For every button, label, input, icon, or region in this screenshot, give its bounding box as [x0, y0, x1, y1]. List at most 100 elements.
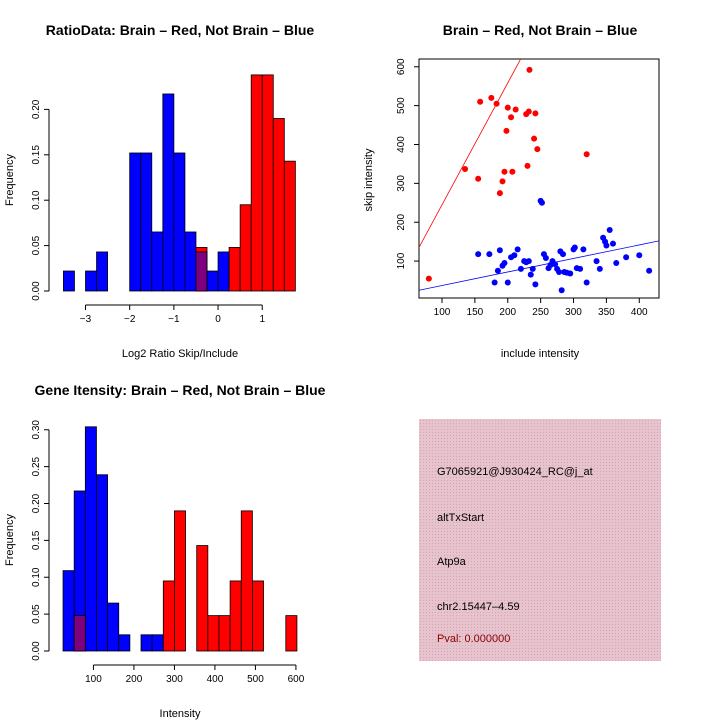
hist-bar-red — [261, 74, 274, 292]
y-tick-label: 200 — [396, 213, 407, 230]
scatter-point-red — [534, 146, 541, 153]
info-pval: Pval: 0.000000 — [437, 633, 510, 645]
scatter-point-blue — [525, 258, 532, 265]
x-tick-label: 600 — [288, 674, 305, 685]
hist-bar-blue — [162, 93, 175, 292]
scatter-panel: Brain – Red, Not Brain – Blue include in… — [363, 22, 660, 360]
x-tick-label: 400 — [631, 307, 648, 318]
fit-line-blue — [419, 240, 659, 291]
hist-bar-red — [229, 580, 242, 652]
hist-bar-blue — [129, 152, 142, 292]
hist-bar-blue — [151, 634, 164, 652]
scatter-point-blue — [567, 270, 574, 277]
scatter-title: Brain – Red, Not Brain – Blue — [443, 22, 638, 38]
hist-bar-red — [239, 204, 252, 292]
scatter-point-red — [512, 106, 519, 113]
scatter-point-blue — [514, 246, 521, 253]
hist-bar-red — [162, 580, 175, 652]
hist-bar-blue — [206, 270, 219, 292]
x-tick-label: −2 — [124, 314, 136, 325]
hist-bar-overlap — [195, 251, 208, 292]
scatter-point-blue — [603, 242, 610, 249]
info-location: chr2.15447–4.59 — [437, 601, 520, 613]
intensity-histogram-xlabel: Intensity — [160, 708, 201, 720]
scatter-plot-frame — [418, 58, 660, 299]
scatter-point-red — [493, 100, 500, 107]
hist-bar-blue — [184, 231, 197, 292]
hist-bar-overlap — [73, 615, 86, 652]
y-tick-label: 0.20 — [31, 99, 42, 119]
info-probe-id: G7065921@J930424_RC@j_at — [437, 466, 593, 478]
scatter-point-blue — [504, 279, 511, 286]
hist-bar-blue — [84, 426, 97, 652]
hist-bar-blue — [217, 251, 230, 292]
scatter-point-red — [475, 175, 482, 182]
scatter-point-blue — [636, 252, 643, 259]
y-tick-label: 0.10 — [31, 567, 42, 587]
hist-bar-blue — [151, 231, 164, 292]
scatter-point-red — [509, 168, 516, 175]
fit-line-red — [419, 59, 522, 248]
y-tick-label: 0.20 — [31, 493, 42, 513]
x-tick-label: 1 — [259, 314, 265, 325]
scatter-point-blue — [623, 254, 630, 261]
scatter-point-blue — [646, 267, 653, 274]
y-tick-label: 0.25 — [31, 456, 42, 476]
y-tick-label: 100 — [396, 252, 407, 269]
x-tick-label: 200 — [126, 674, 143, 685]
scatter-points — [425, 66, 653, 294]
hist-bar-red — [218, 615, 231, 652]
scatter-point-blue — [538, 199, 545, 206]
scatter-point-red — [425, 275, 432, 282]
scatter-point-blue — [556, 268, 563, 275]
scatter-point-red — [526, 66, 533, 73]
hist-bar-blue — [85, 270, 97, 292]
scatter-point-red — [583, 151, 590, 158]
scatter-point-blue — [501, 260, 508, 267]
scatter-point-red — [501, 168, 508, 175]
scatter-point-red — [531, 135, 538, 142]
x-tick-label: 350 — [598, 307, 615, 318]
scatter-point-blue — [552, 261, 559, 268]
x-tick-label: −1 — [168, 314, 180, 325]
scatter-point-blue — [606, 226, 613, 233]
scatter-point-red — [503, 127, 510, 134]
y-tick-label: 300 — [396, 175, 407, 192]
ratio-histogram-axes: −3 −2 −1 0 1 0.00 0.05 0.10 0.15 0.20 — [31, 99, 265, 325]
scatter-point-blue — [486, 251, 493, 258]
scatter-point-red — [525, 108, 532, 115]
hist-bar-red — [283, 160, 296, 292]
scatter-point-blue — [475, 251, 482, 258]
scatter-point-blue — [609, 240, 616, 247]
x-tick-label: 250 — [532, 307, 549, 318]
scatter-point-red — [532, 110, 539, 117]
hist-bar-red — [196, 545, 209, 652]
scatter-point-blue — [542, 254, 549, 261]
scatter-point-red — [477, 98, 484, 105]
scatter-point-blue — [596, 265, 603, 272]
x-tick-label: 100 — [85, 674, 102, 685]
y-tick-label: 0.30 — [31, 420, 42, 440]
hist-bar-blue — [62, 570, 75, 652]
scatter-point-blue — [491, 279, 498, 286]
scatter-point-blue — [529, 265, 536, 272]
scatter-point-blue — [560, 251, 566, 258]
y-tick-label: 0.15 — [31, 145, 42, 165]
y-tick-label: 0.00 — [31, 281, 42, 301]
hist-bar-blue — [118, 634, 131, 652]
x-tick-label: 300 — [166, 674, 183, 685]
hist-bar-blue — [173, 152, 186, 292]
y-tick-label: 0.00 — [31, 641, 42, 661]
ratio-histogram-bars — [63, 74, 296, 292]
scatter-point-red — [488, 94, 495, 101]
hist-bar-red — [250, 74, 263, 292]
x-tick-label: 500 — [247, 674, 264, 685]
scatter-point-blue — [494, 267, 501, 274]
hist-bar-red — [251, 580, 264, 652]
scatter-point-blue — [580, 246, 587, 253]
y-tick-label: 0.15 — [31, 530, 42, 550]
info-box: G7065921@J930424_RC@j_at altTxStart Atp9… — [419, 419, 661, 661]
scatter-point-blue — [558, 287, 565, 294]
x-tick-label: −3 — [80, 314, 92, 325]
